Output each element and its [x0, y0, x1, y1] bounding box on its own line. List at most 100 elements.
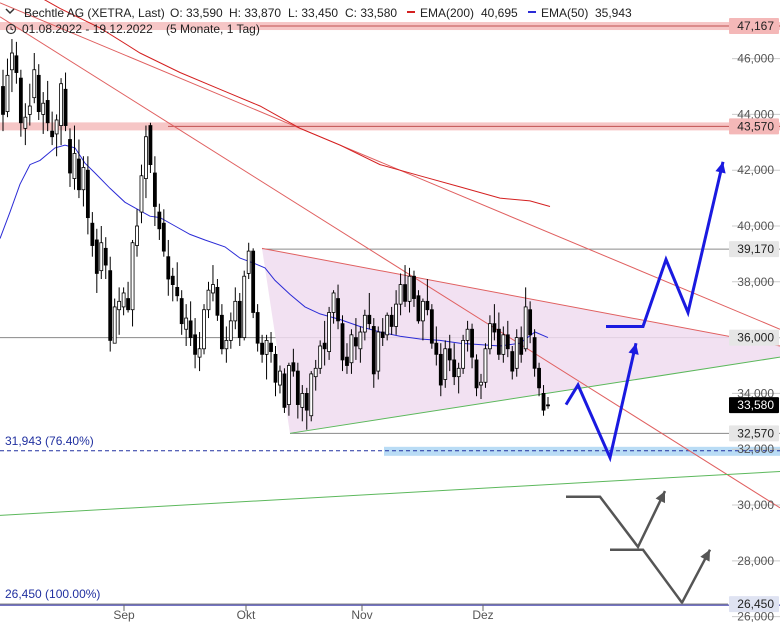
scenario-arrow-gray-head: [655, 491, 665, 504]
price-level-label: 39,170: [737, 242, 774, 256]
candle-body: [345, 356, 349, 366]
price-level-box: [729, 425, 779, 442]
candle-body: [50, 130, 55, 138]
y-tick-label: 30,000: [737, 498, 774, 512]
candle-body: [148, 125, 153, 166]
candle-body: [81, 167, 86, 191]
x-tick-label: Nov: [351, 608, 372, 622]
candle-body: [318, 345, 323, 369]
candle-body: [228, 320, 233, 341]
date-range: 01.08.2022 - 19.12.2022: [22, 22, 153, 36]
candle-body: [438, 353, 443, 386]
candle-body: [514, 337, 519, 369]
candle-body: [108, 270, 113, 341]
x-tick-label: Okt: [237, 608, 256, 622]
ema50-value: 35,943: [595, 6, 632, 20]
candle-body: [193, 334, 197, 355]
candle-body: [443, 348, 448, 380]
chevron-down-icon[interactable]: [5, 8, 15, 15]
candle-body: [367, 314, 372, 325]
candle-body: [72, 153, 77, 179]
price-level-box: [729, 329, 779, 346]
candle-body: [94, 239, 99, 274]
fib-level-label: 26,450 (100.00%): [5, 587, 100, 601]
candle-body: [10, 52, 14, 71]
candle-body: [483, 348, 488, 383]
candle-body: [166, 256, 171, 280]
y-tick-label: 26,000: [737, 610, 774, 624]
candle-body: [282, 373, 287, 408]
candle-body: [251, 250, 256, 313]
candle-body: [389, 314, 394, 327]
candle-body: [68, 139, 72, 174]
candle-body: [465, 328, 470, 341]
candle-body: [309, 373, 314, 417]
candle-body: [295, 370, 300, 405]
candle-body: [447, 348, 452, 361]
scenario-arrow-blue-head: [628, 343, 639, 355]
open-value: O: 33,590: [170, 6, 223, 20]
candle-body: [237, 300, 242, 339]
trendline: [289, 356, 780, 434]
candle-body: [532, 337, 537, 369]
candle-body: [452, 359, 457, 378]
candle-body: [144, 136, 148, 179]
close-value: C: 33,580: [345, 6, 397, 20]
candle-body: [135, 225, 139, 246]
candle-body: [349, 334, 354, 364]
candle-body: [537, 367, 541, 389]
candle-body: [90, 222, 95, 246]
ema50-label: EMA(50): [541, 6, 588, 20]
candle-body: [126, 298, 130, 311]
fib-level-label: 31,943 (76.40%): [5, 434, 94, 448]
candle-body: [170, 275, 175, 285]
clock-icon: [5, 23, 17, 35]
candle-body: [77, 158, 81, 191]
price-level-box: [729, 18, 779, 35]
candle-body: [233, 300, 238, 322]
candle-body: [380, 331, 385, 339]
low-value: L: 33,450: [288, 6, 338, 20]
candle-body: [434, 342, 439, 355]
candle-body: [18, 77, 23, 124]
instrument-title: Bechtle AG (XETRA, Last): [24, 6, 165, 20]
candle-body: [41, 102, 46, 115]
candle-body: [99, 242, 104, 272]
candle-body: [273, 353, 278, 383]
ema200-legend-swatch: [407, 11, 415, 13]
candle-body: [246, 250, 251, 274]
candle-body: [496, 328, 501, 355]
price-level-label: 33,580: [737, 398, 774, 412]
candle-body: [354, 337, 358, 347]
scenario-arrow-gray: [566, 490, 667, 550]
candle-body: [117, 300, 122, 311]
price-level-label: 43,570: [737, 119, 774, 133]
y-tick-label: 32,000: [737, 442, 774, 456]
candle-body: [139, 175, 144, 213]
price-level-box: [729, 397, 779, 414]
candle-body: [340, 323, 345, 361]
ema50-legend-swatch: [528, 11, 536, 13]
candle-body: [510, 351, 515, 372]
ema200-value: 40,695: [481, 6, 518, 20]
candle-body: [403, 284, 407, 302]
y-tick-label: 42,000: [737, 163, 774, 177]
candle-body: [85, 169, 90, 219]
candle-body: [371, 326, 376, 375]
candle-body: [322, 342, 327, 350]
candle-body: [461, 340, 466, 369]
candle-body: [528, 309, 533, 336]
candle-body: [429, 309, 434, 344]
y-tick-label: 44,000: [737, 107, 774, 121]
candle-body: [519, 337, 524, 355]
candle-body: [358, 331, 363, 350]
price-level-box: [729, 596, 779, 613]
candle-body: [523, 306, 528, 350]
trendline: [0, 16, 780, 509]
price-level-box: [729, 241, 779, 258]
candle-body: [224, 340, 229, 350]
candle-body: [45, 100, 50, 124]
candle-body: [336, 298, 340, 322]
resolution-label: (5 Monate, 1 Tag): [166, 22, 260, 36]
